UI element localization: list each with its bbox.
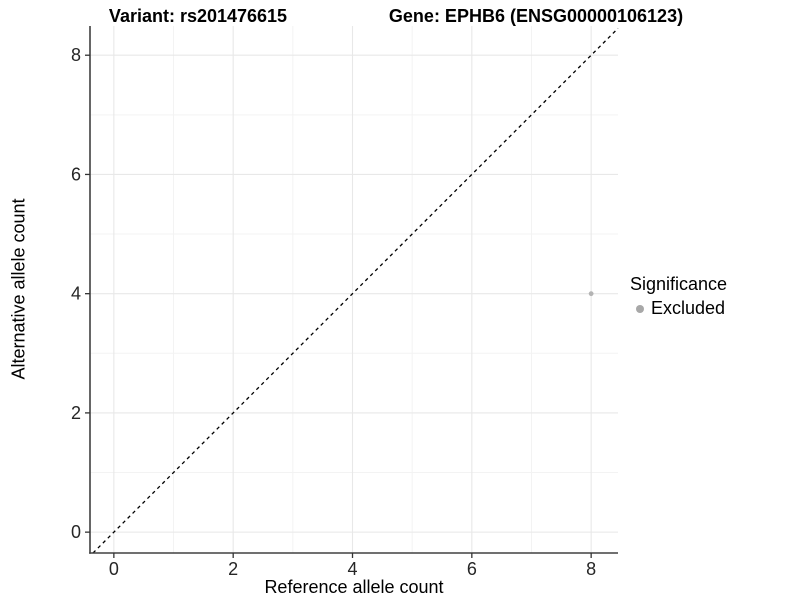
y-tick-label: 4 bbox=[71, 284, 81, 304]
y-tick-label: 2 bbox=[71, 403, 81, 423]
legend-title: Significance bbox=[630, 274, 728, 294]
x-tick-label: 0 bbox=[109, 559, 119, 579]
y-axis-title: Alternative allele count bbox=[8, 198, 29, 380]
x-axis-title: Reference allele count bbox=[264, 577, 444, 597]
x-tick-label: 4 bbox=[348, 559, 358, 579]
y-tick-label: 8 bbox=[71, 45, 81, 65]
x-tick-label: 6 bbox=[467, 559, 477, 579]
plot-title-variant: Variant: rs201476615 bbox=[108, 6, 288, 26]
y-tick-label: 0 bbox=[71, 522, 81, 542]
legend-dot-icon bbox=[636, 304, 644, 313]
x-tick-label: 8 bbox=[586, 559, 596, 579]
identity-line bbox=[92, 27, 619, 554]
plot-title-gene: Gene: EPHB6 (ENSG00000106123) bbox=[388, 6, 684, 26]
legend-item-label: Excluded bbox=[651, 298, 726, 318]
legend-item-excluded: Excluded bbox=[636, 298, 727, 319]
legend: Significance Excluded bbox=[630, 274, 727, 319]
x-tick-label: 2 bbox=[228, 559, 238, 579]
data-point bbox=[588, 291, 594, 297]
y-tick-label: 6 bbox=[71, 164, 81, 184]
